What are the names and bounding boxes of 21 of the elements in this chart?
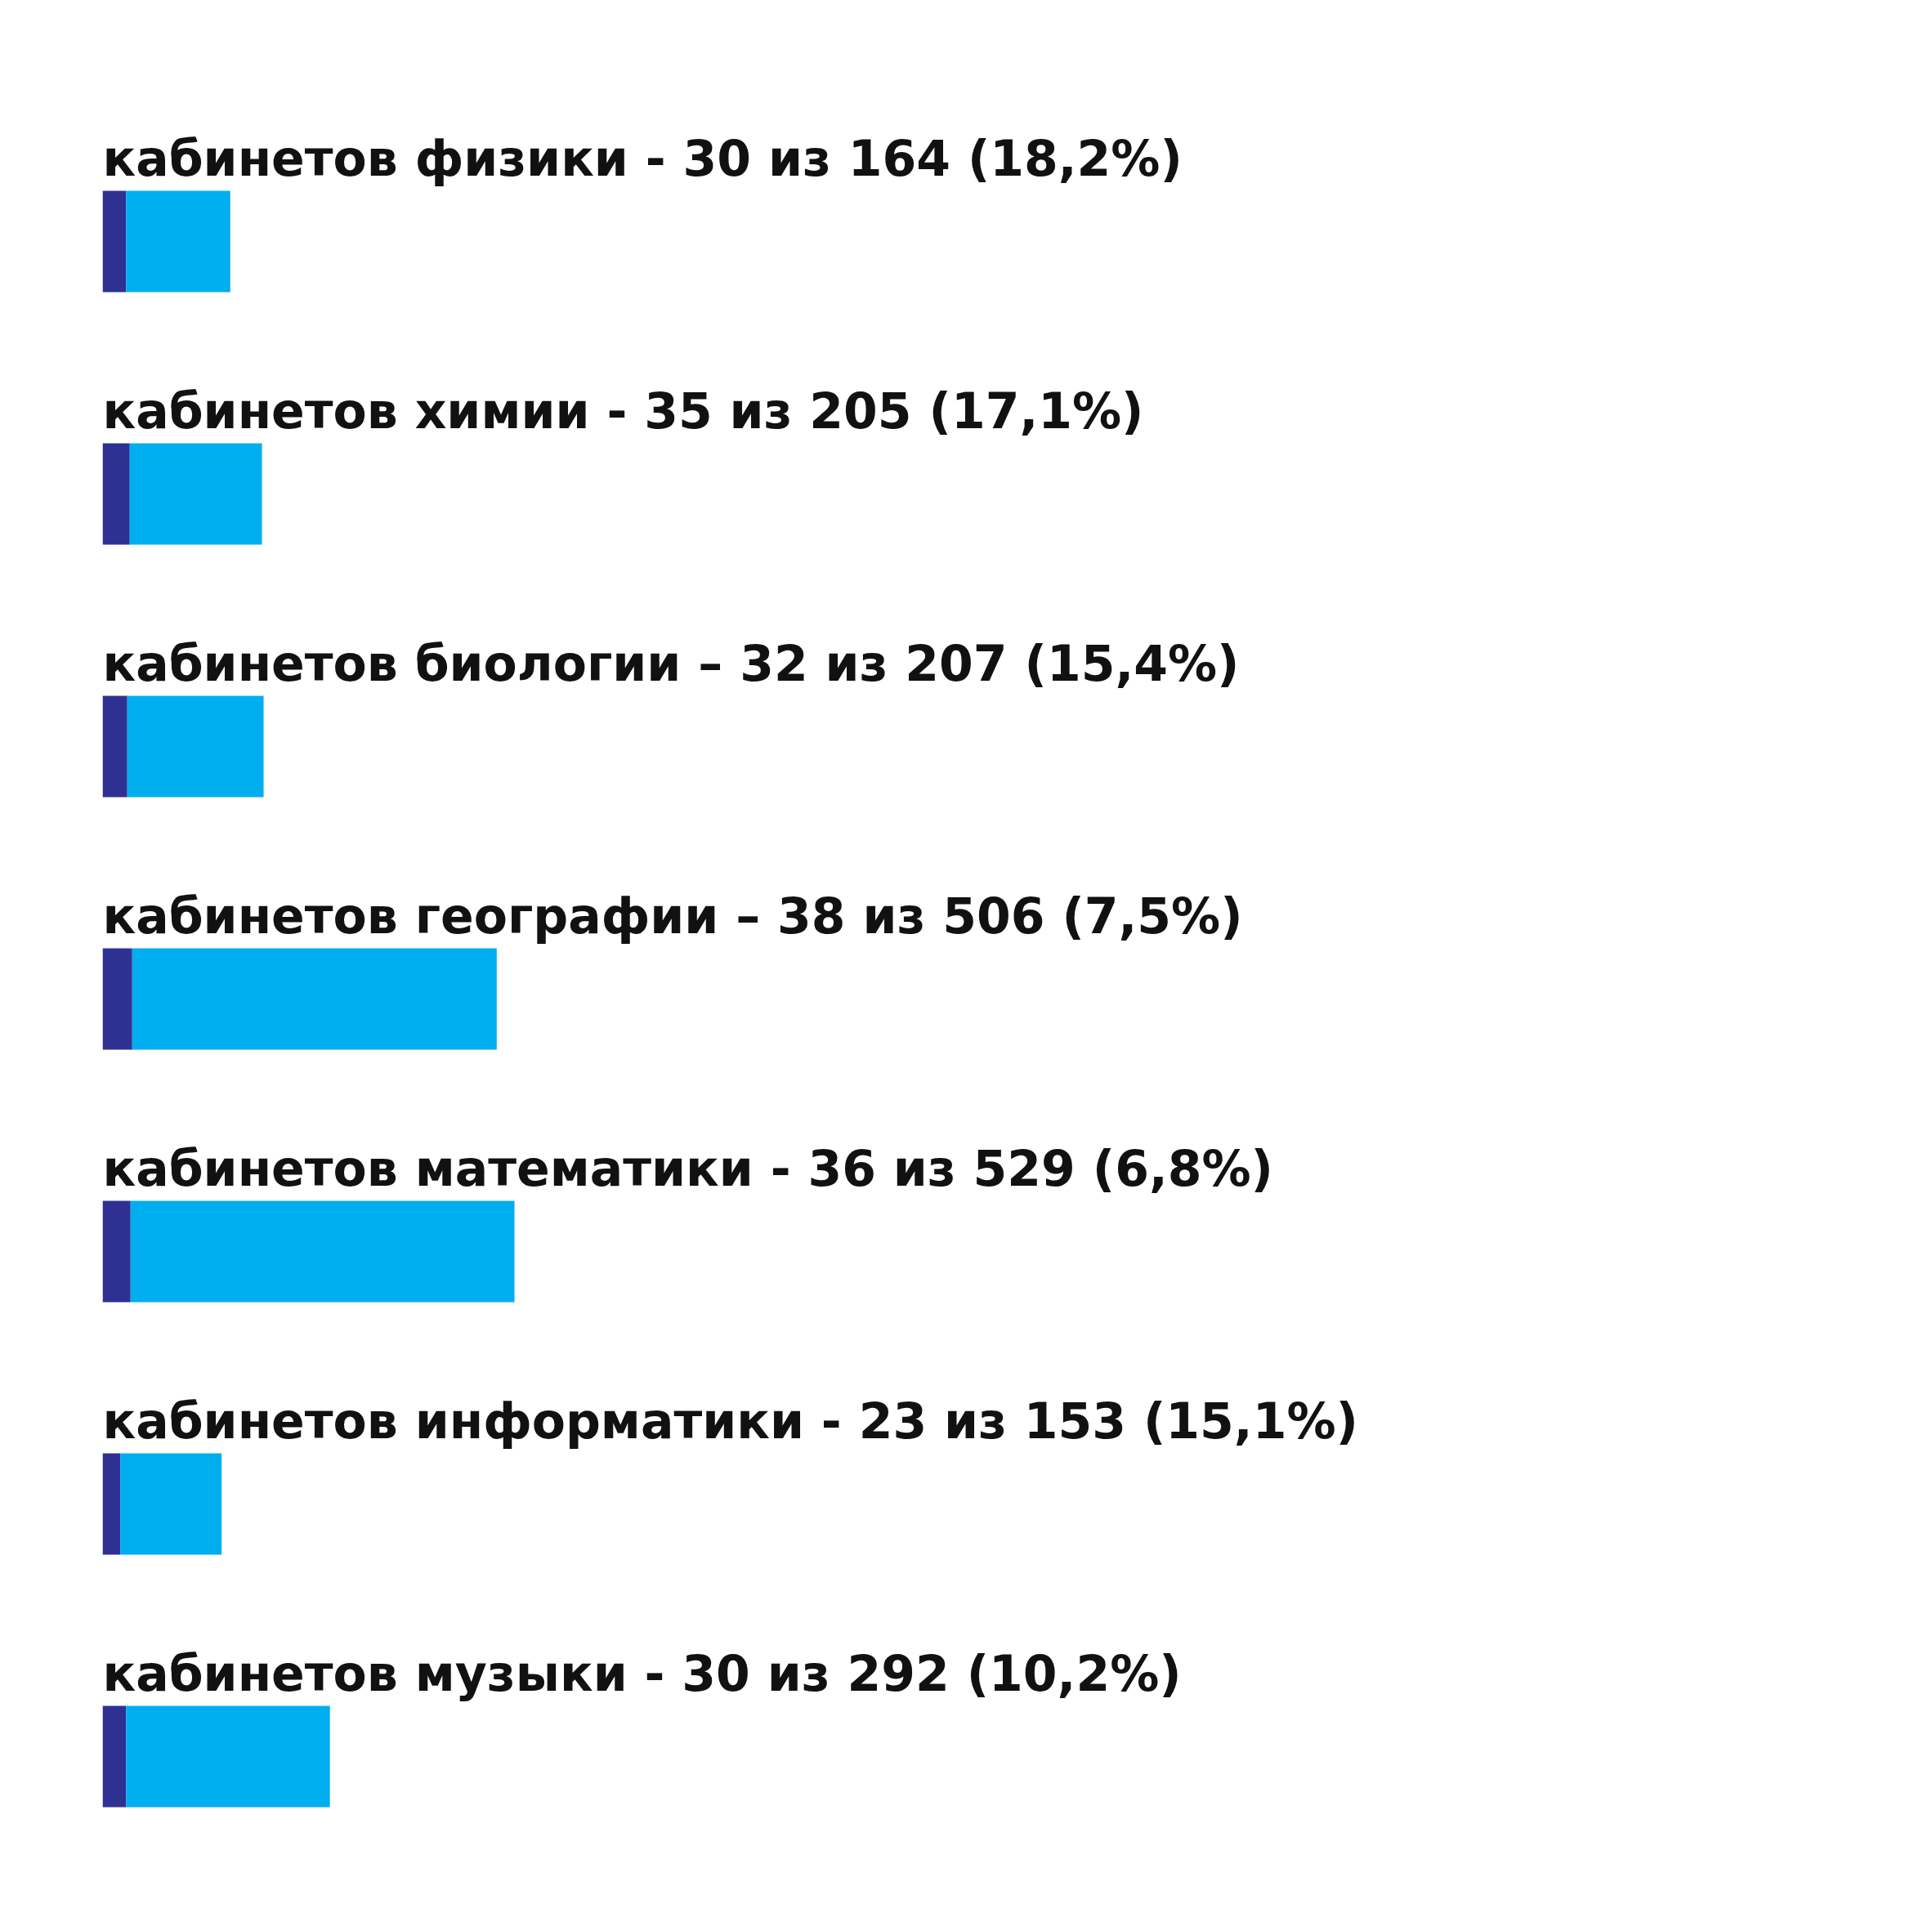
y-tick-label: кабинетов математики - 36 из 529 (6,8%) bbox=[102, 1139, 1273, 1197]
bar bbox=[120, 1453, 222, 1555]
bar bbox=[102, 443, 130, 545]
y-tick-label: кабинетов информатики - 23 из 153 (15,1%) bbox=[102, 1392, 1358, 1450]
bar bbox=[130, 1200, 515, 1303]
y-tick-label: кабинетов физики - 30 из 164 (18,2%) bbox=[102, 129, 1183, 187]
y-tick-label: кабинетов биологии – 32 из 207 (15,4%) bbox=[102, 634, 1240, 692]
bar bbox=[102, 190, 127, 293]
bar bbox=[102, 695, 127, 798]
y-tick-label: кабинетов химии - 35 из 205 (17,1%) bbox=[102, 382, 1144, 440]
bar bbox=[126, 1705, 330, 1808]
bar bbox=[102, 948, 132, 1050]
bar bbox=[127, 695, 264, 798]
bar bbox=[102, 1453, 121, 1555]
y-tick-label: кабинетов географии – 38 из 506 (7,5%) bbox=[102, 887, 1243, 945]
bar bbox=[129, 443, 262, 545]
bar bbox=[126, 190, 230, 293]
bar bbox=[132, 948, 497, 1050]
bar bbox=[102, 1200, 131, 1303]
bar bbox=[102, 1705, 127, 1808]
y-tick-label: кабинетов музыки - 30 из 292 (10,2%) bbox=[102, 1644, 1182, 1702]
